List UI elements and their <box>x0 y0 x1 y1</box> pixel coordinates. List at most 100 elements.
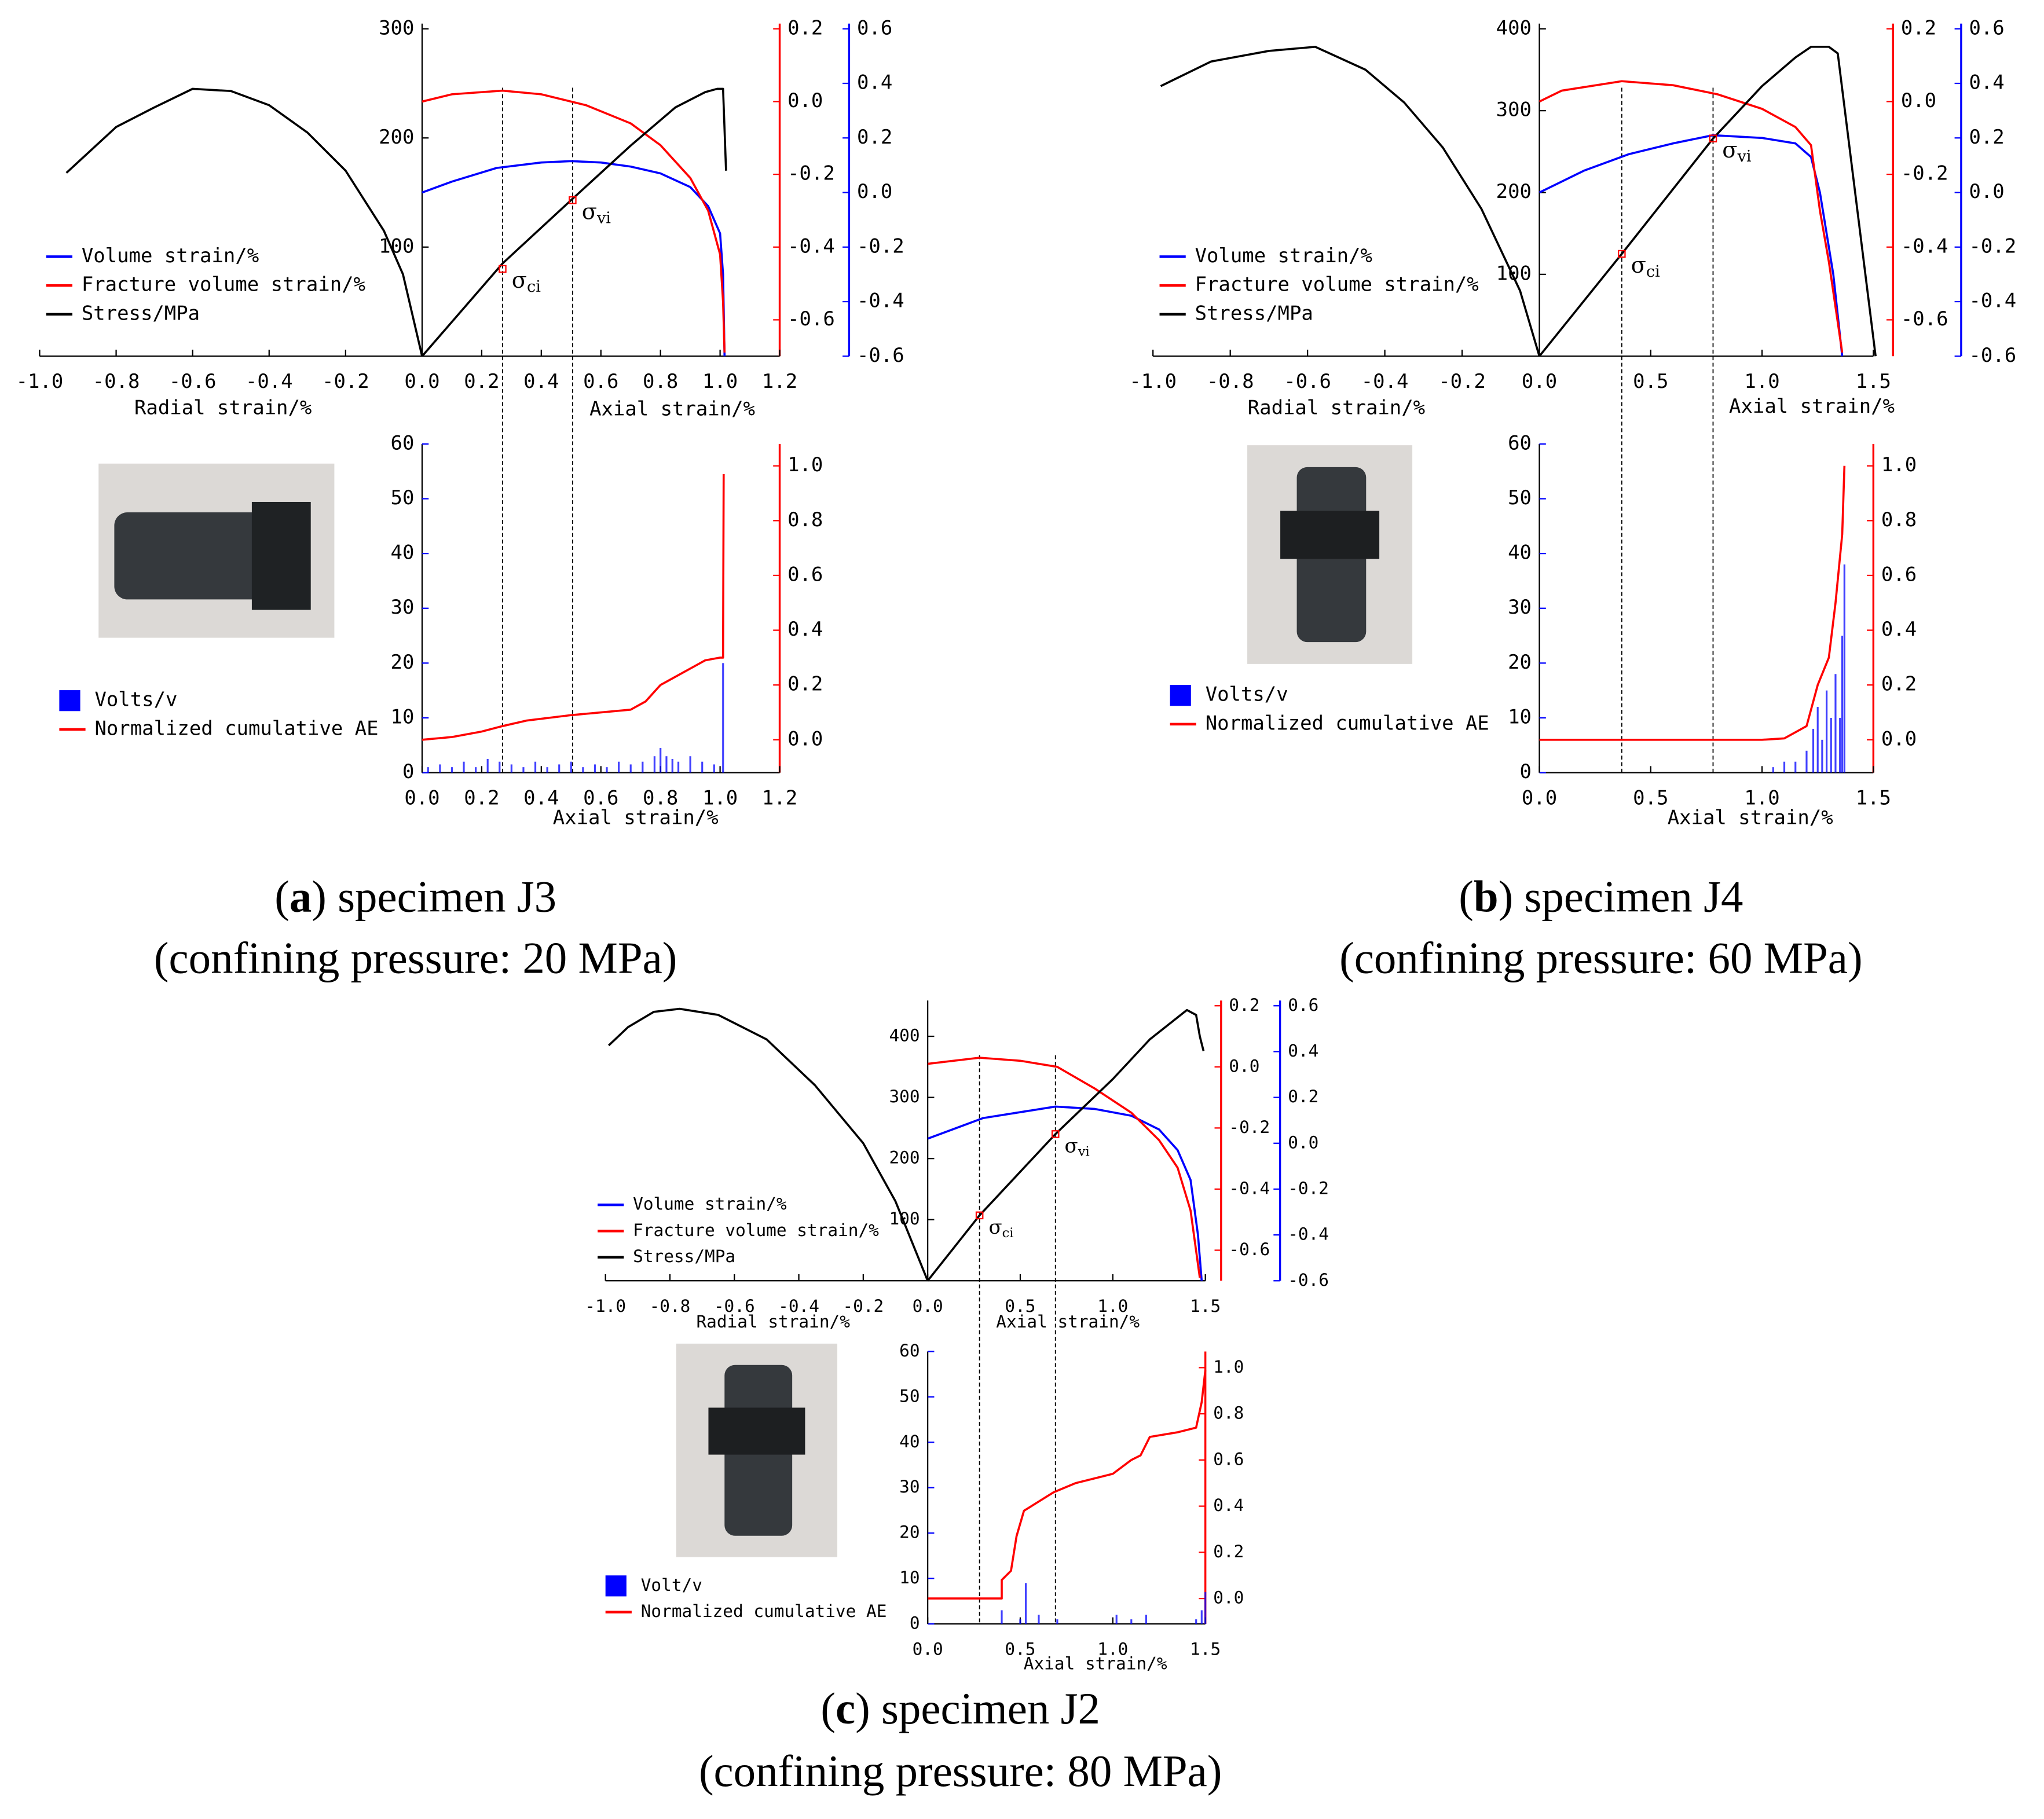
bar <box>1825 690 1828 773</box>
annotation-sub: ci <box>527 278 541 296</box>
x-tick-label: -1.0 <box>585 1296 626 1316</box>
data-line <box>1539 80 1844 353</box>
y-tick-label: 0.4 <box>1213 1495 1244 1515</box>
y-tick-label: 0.2 <box>1901 17 1936 39</box>
legend-label: Normalized cumulative AE <box>94 717 378 740</box>
caption-letter: a <box>290 871 312 921</box>
bar <box>701 761 704 773</box>
x-axis-label: Radial strain/% <box>696 1312 850 1332</box>
y-tick-label: 0.0 <box>1901 90 1936 112</box>
legend-label: Volt/v <box>641 1575 702 1595</box>
y-tick-label: -0.2 <box>1229 1117 1270 1137</box>
legend-label: Fracture volume strain/% <box>633 1220 879 1240</box>
bar <box>1115 1615 1118 1624</box>
bar <box>1130 1619 1133 1624</box>
bar <box>450 767 453 773</box>
bar <box>665 756 668 773</box>
x-axis-label: Axial strain/% <box>1668 806 1833 829</box>
legend-label: Fracture volume strain/% <box>82 274 365 296</box>
x-tick-label: 1.5 <box>1856 371 1891 393</box>
bar <box>582 767 584 773</box>
x-tick-label: 0.5 <box>1633 371 1668 393</box>
data-line <box>928 1370 1207 1600</box>
y-tick-label: 0.6 <box>1213 1449 1244 1469</box>
x-tick-label: -0.2 <box>322 371 369 393</box>
x-tick-label: -0.6 <box>169 371 217 393</box>
y-tick-label: 400 <box>889 1026 920 1046</box>
bar <box>1056 1619 1058 1624</box>
x-tick-label: 0.8 <box>643 787 678 809</box>
y-tick-label: 30 <box>1508 596 1532 619</box>
y-tick-label: 1.0 <box>1213 1357 1244 1377</box>
annotation-label: σci <box>988 1216 1013 1241</box>
annotation-symbol: σ <box>1631 252 1646 278</box>
caption-text: ) specimen J4 <box>1499 871 1743 921</box>
bar <box>1200 1610 1203 1624</box>
bar <box>677 761 680 773</box>
data-line <box>927 1105 1203 1281</box>
x-tick-label: -0.2 <box>1438 371 1486 393</box>
annotation-symbol: σ <box>512 267 527 294</box>
y-tick-label: 0.6 <box>1969 17 2004 39</box>
x-tick-label: 1.2 <box>762 787 797 809</box>
bar <box>1204 1592 1207 1624</box>
x-axis-label: Axial strain/% <box>996 1312 1140 1332</box>
y-tick-label: 0 <box>402 761 414 783</box>
legend-label: Volts/v <box>1206 684 1288 706</box>
y-tick-label: 400 <box>1496 17 1532 39</box>
y-tick-label: -0.2 <box>787 163 835 185</box>
x-tick-label: 0.0 <box>404 787 439 809</box>
caption-letter: c <box>836 1683 855 1733</box>
annotation-point <box>1051 1130 1060 1138</box>
annotation-point <box>1618 250 1626 258</box>
x-tick-label: 1.0 <box>702 787 738 809</box>
legend-label: Normalized cumulative AE <box>641 1601 887 1621</box>
y-tick-label: 0.2 <box>1881 673 1917 696</box>
y-tick-label: 0.2 <box>1969 126 2004 149</box>
x-tick-label: 1.0 <box>1744 787 1779 809</box>
y-tick-label: 10 <box>1508 706 1532 728</box>
data-line <box>65 87 423 357</box>
annotation-sub: vi <box>596 209 611 227</box>
bar <box>722 663 724 773</box>
y-tick-label: 0.0 <box>1969 181 2004 203</box>
x-tick-label: 0.2 <box>464 371 499 393</box>
caption-open: ( <box>1459 871 1474 921</box>
y-tick-label: -0.4 <box>1229 1178 1270 1198</box>
bar <box>1783 761 1786 773</box>
annotation-sub: vi <box>1737 147 1752 165</box>
x-axis-label: Axial strain/% <box>1729 395 1895 418</box>
x-tick-label: -1.0 <box>1129 371 1177 393</box>
y-tick-label: 200 <box>379 126 414 149</box>
data-line <box>927 1057 1201 1278</box>
y-tick-label: 0 <box>910 1613 920 1633</box>
bar <box>499 761 501 773</box>
y-tick-label: 0.2 <box>857 126 892 149</box>
bar <box>594 764 596 773</box>
data-line <box>422 89 726 353</box>
y-tick-label: 20 <box>391 651 415 674</box>
data-line <box>421 87 727 357</box>
bar <box>1821 739 1823 773</box>
y-tick-label: -0.4 <box>1288 1224 1329 1244</box>
y-tick-label: -0.6 <box>1288 1270 1329 1290</box>
y-tick-label: 200 <box>889 1148 920 1168</box>
y-tick-label: 60 <box>1508 432 1532 454</box>
bar <box>1812 728 1815 773</box>
annotation-point <box>1709 134 1717 142</box>
bar <box>1805 750 1808 773</box>
y-tick-label: 0.2 <box>1288 1087 1318 1106</box>
y-tick-label: 20 <box>899 1523 920 1542</box>
caption-line2: (confining pressure: 60 MPa) <box>1339 933 1862 982</box>
legend-label: Volts/v <box>94 689 177 712</box>
y-tick-label: 30 <box>899 1477 920 1497</box>
y-tick-label: 100 <box>379 235 414 258</box>
annotation-symbol: σ <box>1722 137 1737 163</box>
bar <box>1830 717 1832 773</box>
x-tick-label: 1.0 <box>1097 1296 1128 1316</box>
y-tick-label: 1.0 <box>787 454 823 476</box>
y-tick-label: 300 <box>889 1087 920 1106</box>
y-tick-label: 0.4 <box>1288 1041 1318 1061</box>
specimen-edge <box>251 501 311 610</box>
